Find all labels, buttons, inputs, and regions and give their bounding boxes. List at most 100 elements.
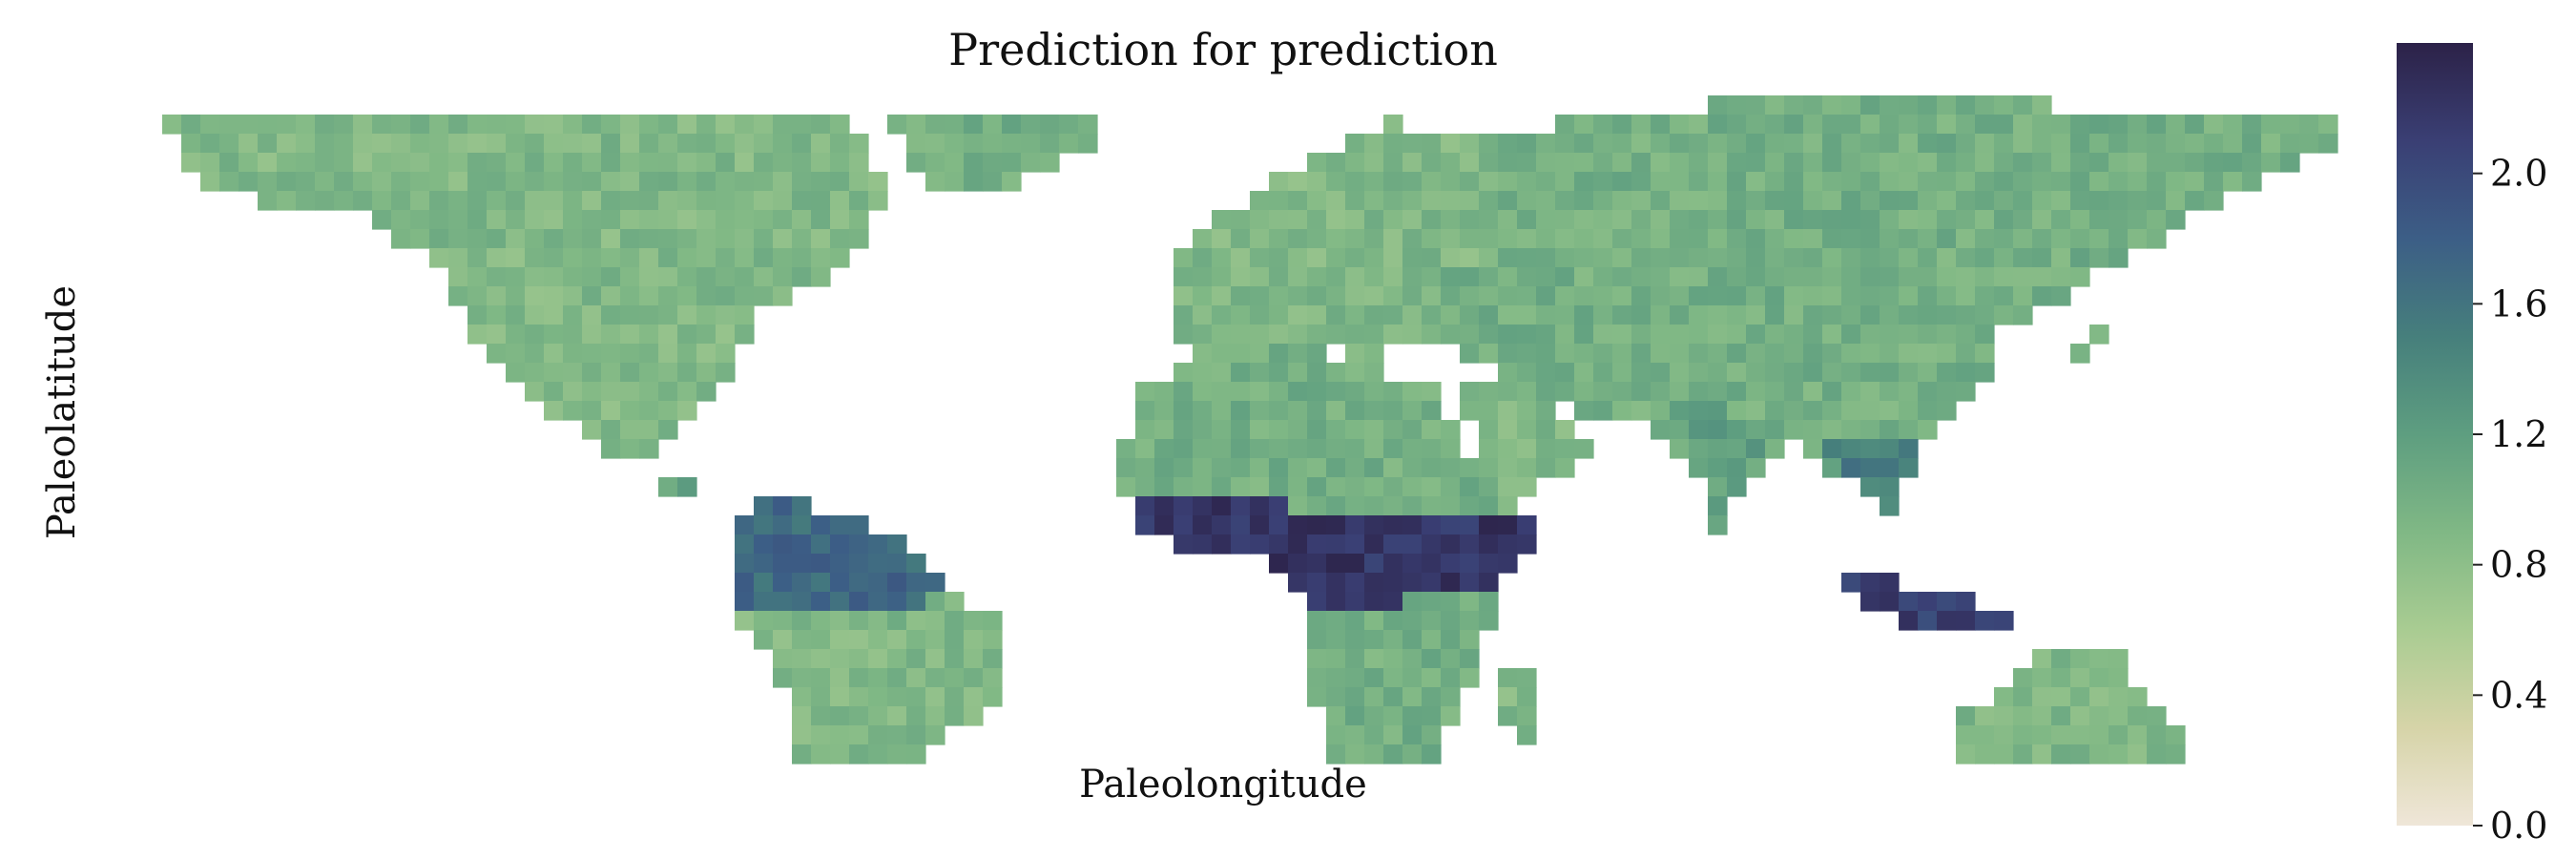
heatmap-cell: [1880, 210, 1900, 230]
heatmap-cell: [2032, 153, 2052, 173]
heatmap-cell: [811, 611, 831, 631]
heatmap-cell: [1364, 554, 1384, 574]
heatmap-cell: [983, 134, 1003, 154]
heatmap-cell: [1727, 363, 1747, 383]
heatmap-cell: [639, 286, 659, 306]
heatmap-cell: [1574, 344, 1594, 364]
heatmap-cell: [2280, 115, 2300, 135]
heatmap-cell: [1383, 573, 1403, 593]
heatmap-cell: [1193, 515, 1213, 535]
heatmap-cell: [1612, 401, 1632, 421]
heatmap-cell: [1937, 134, 1957, 154]
heatmap-cell: [1841, 305, 1861, 325]
heatmap-cell: [391, 153, 411, 173]
heatmap-cell: [1517, 191, 1537, 211]
heatmap-cell: [1803, 134, 1823, 154]
heatmap-cell: [525, 363, 545, 383]
heatmap-cell: [1994, 115, 2014, 135]
heatmap-cell: [1422, 496, 1442, 516]
heatmap-cell: [1402, 611, 1423, 631]
heatmap-cell: [410, 210, 430, 230]
heatmap-cell: [1307, 325, 1327, 345]
heatmap-cell: [696, 210, 717, 230]
heatmap-cell: [563, 286, 583, 306]
heatmap-cell: [1784, 363, 1804, 383]
heatmap-cell: [1670, 191, 1690, 211]
heatmap-cell: [792, 592, 812, 612]
heatmap-cell: [1288, 439, 1308, 459]
heatmap-cell: [1574, 305, 1594, 325]
heatmap-cell: [906, 725, 926, 745]
heatmap-cell: [1441, 573, 1461, 593]
heatmap-cell: [1708, 134, 1728, 154]
heatmap-cell: [811, 630, 831, 650]
heatmap-cell: [1880, 325, 1900, 345]
heatmap-cell: [2051, 706, 2071, 726]
heatmap-cell: [1498, 363, 1518, 383]
heatmap-cell: [506, 344, 526, 364]
heatmap-cell: [1422, 134, 1442, 154]
heatmap-cell: [487, 344, 507, 364]
heatmap-cell: [1422, 420, 1442, 440]
heatmap-cell: [868, 668, 888, 688]
heatmap-cell: [677, 401, 697, 421]
heatmap-cell: [1498, 515, 1518, 535]
heatmap-cell: [1555, 305, 1575, 325]
heatmap-cell: [1555, 134, 1575, 154]
heatmap-cell: [1593, 267, 1613, 287]
heatmap-cell: [773, 115, 793, 135]
heatmap-cell: [429, 229, 449, 249]
heatmap-cell: [658, 229, 678, 249]
heatmap-cell: [1937, 286, 1957, 306]
heatmap-cell: [1498, 401, 1518, 421]
heatmap-cell: [887, 611, 907, 631]
heatmap-cell: [1956, 134, 1976, 154]
heatmap-cell: [2070, 115, 2090, 135]
heatmap-cell: [1059, 134, 1079, 154]
heatmap-cell: [200, 153, 220, 173]
heatmap-cell: [925, 573, 945, 593]
heatmap-cell: [1193, 382, 1213, 402]
heatmap-cell: [849, 515, 869, 535]
heatmap-cell: [1231, 458, 1251, 478]
heatmap-cell: [2013, 153, 2033, 173]
heatmap-cell: [2051, 210, 2071, 230]
heatmap-cell: [830, 649, 850, 669]
heatmap-cell: [601, 344, 621, 364]
heatmap-cell: [1479, 458, 1499, 478]
heatmap-cell: [1612, 172, 1632, 192]
heatmap-cell: [1536, 420, 1556, 440]
heatmap-cell: [1174, 363, 1194, 383]
heatmap-cell: [2109, 649, 2129, 669]
heatmap-cell: [1479, 229, 1499, 249]
heatmap-cell: [1021, 153, 1041, 173]
heatmap-cell: [1460, 554, 1480, 574]
heatmap-cell: [2147, 153, 2167, 173]
heatmap-cell: [372, 172, 392, 192]
heatmap-cell: [1345, 725, 1365, 745]
heatmap-cell: [1517, 458, 1537, 478]
heatmap-cell: [1880, 439, 1900, 459]
heatmap-cell: [1460, 592, 1480, 612]
heatmap-cell: [1860, 210, 1880, 230]
heatmap-cell: [315, 153, 335, 173]
heatmap-cell: [1231, 420, 1251, 440]
heatmap-cell: [1326, 725, 1346, 745]
heatmap-cell: [563, 210, 583, 230]
heatmap-cell: [2089, 687, 2109, 707]
heatmap-cell: [1803, 305, 1823, 325]
heatmap-cell: [1193, 496, 1213, 516]
heatmap-cell: [1231, 248, 1251, 268]
heatmap-cell: [1574, 172, 1594, 192]
heatmap-cell: [1383, 191, 1403, 211]
heatmap-cell: [716, 344, 736, 364]
heatmap-cell: [467, 134, 488, 154]
heatmap-cell: [1651, 248, 1671, 268]
heatmap-cell: [1422, 305, 1442, 325]
heatmap-cell: [1307, 687, 1327, 707]
heatmap-cell: [1441, 286, 1461, 306]
heatmap-cell: [1154, 477, 1174, 497]
heatmap-cell: [2070, 706, 2090, 726]
heatmap-cell: [964, 668, 984, 688]
heatmap-cell: [1880, 267, 1900, 287]
